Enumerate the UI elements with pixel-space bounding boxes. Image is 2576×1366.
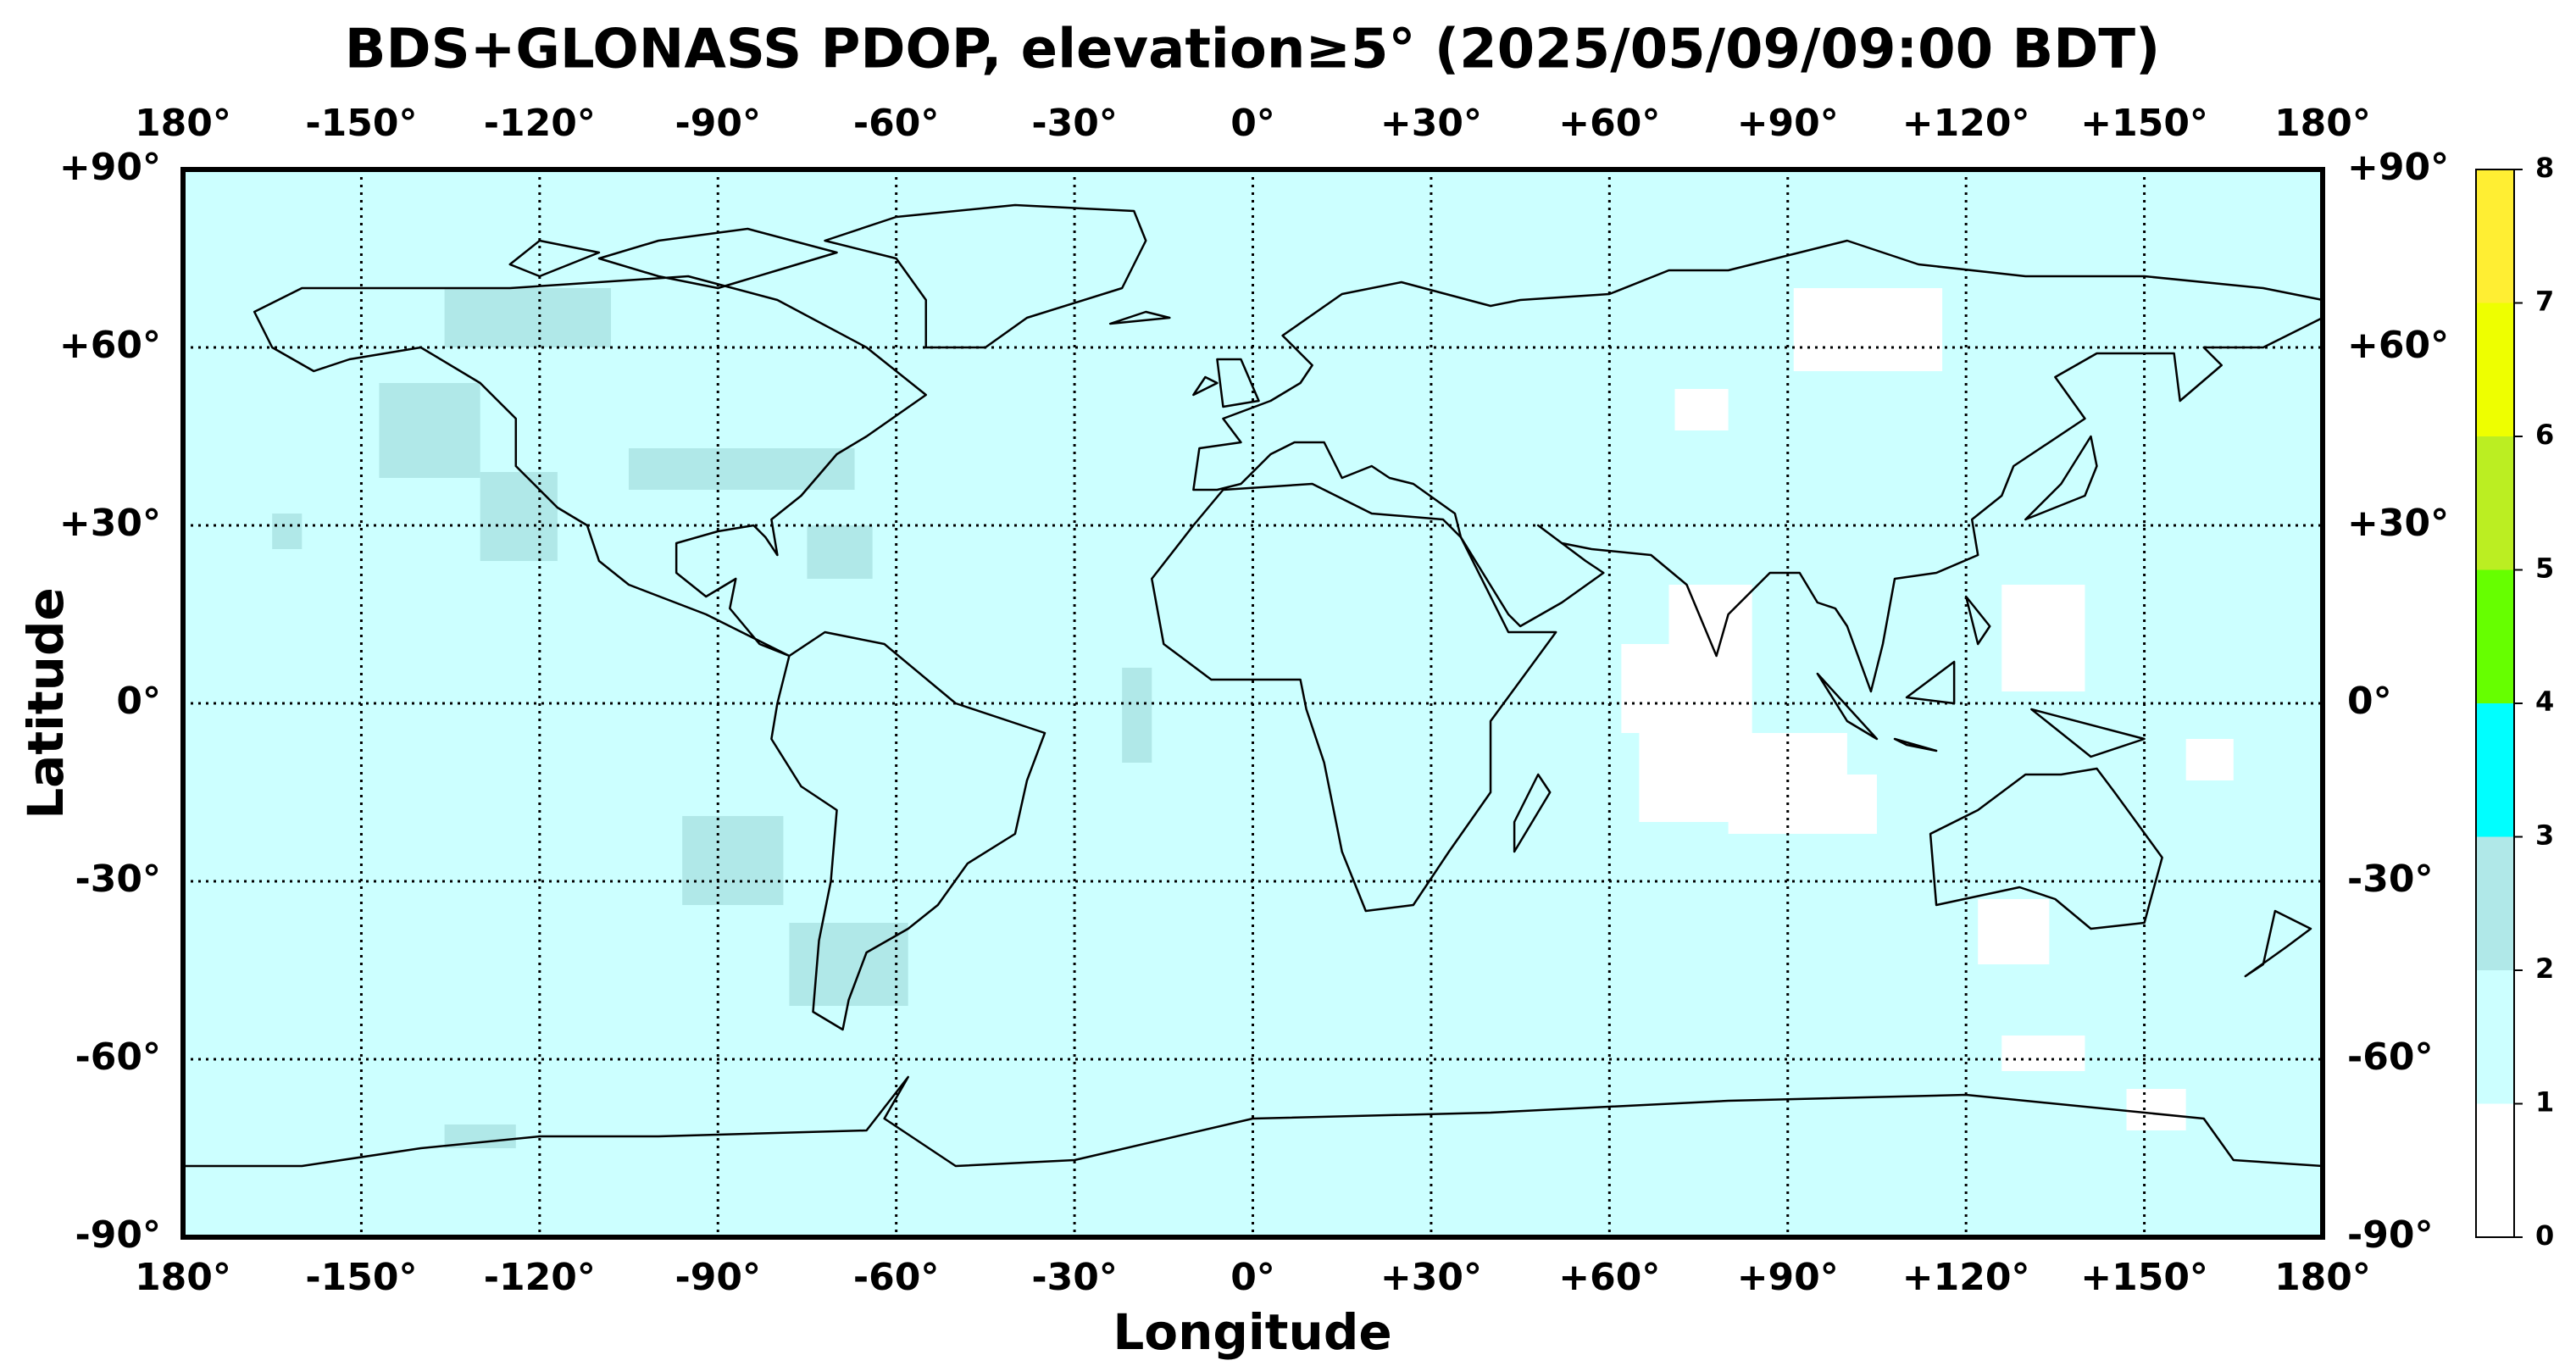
colorbar-tick-label: 8: [2535, 152, 2554, 184]
x-tick-label-bottom: 180°: [2274, 1256, 2371, 1299]
coastline: [1110, 312, 2311, 976]
x-tick-label-bottom: +90°: [1737, 1256, 1839, 1299]
pdop-cell: [1668, 585, 1752, 644]
x-tick-label-bottom: -90°: [675, 1256, 762, 1299]
pdop-cell: [629, 448, 855, 490]
pdop-cell: [480, 472, 558, 561]
y-tick-label-left: +60°: [59, 324, 161, 367]
x-tick-label-bottom: +30°: [1380, 1256, 1482, 1299]
x-tick-label-bottom: +120°: [1902, 1256, 2030, 1299]
pdop-cell: [2126, 1089, 2186, 1130]
coastline: [183, 1077, 2323, 1166]
x-tick-label-top: -90°: [675, 102, 762, 145]
x-tick-label-top: +30°: [1380, 102, 1482, 145]
x-tick-label-top: -150°: [305, 102, 417, 145]
x-tick-label-top: +60°: [1558, 102, 1660, 145]
pdop-cell: [1122, 668, 1152, 763]
y-tick-label-left: -60°: [75, 1036, 162, 1079]
y-tick-label-right: -90°: [2347, 1213, 2434, 1257]
y-tick-label-right: +30°: [2347, 502, 2449, 545]
y-tick-label-right: -30°: [2347, 858, 2434, 901]
colorbar-tick-label: 7: [2535, 286, 2554, 318]
x-tick-label-bottom: -30°: [1031, 1256, 1118, 1299]
y-tick-label-right: 0°: [2347, 680, 2392, 723]
colorbar-segment: [2476, 569, 2514, 703]
pdop-cell: [1793, 288, 1943, 371]
colorbar-tick-label: 6: [2535, 419, 2554, 451]
coastline: [771, 632, 1045, 1030]
pdop-cell: [1621, 644, 1752, 733]
coastline: [1930, 769, 2162, 929]
x-tick-label-bottom: -120°: [484, 1256, 596, 1299]
pdop-cell: [2001, 1036, 2085, 1071]
colorbar: 0 1 2 3 4 5 6 7 8: [2475, 152, 2554, 1252]
x-tick-label-top: +90°: [1737, 102, 1839, 145]
pdop-cell: [789, 923, 908, 1006]
y-tick-label-right: +60°: [2347, 324, 2449, 367]
y-tick-label-left: -30°: [75, 858, 162, 901]
x-tick-label-top: -60°: [853, 102, 940, 145]
colorbar-segment: [2476, 703, 2514, 837]
x-tick-label-bottom: +150°: [2080, 1256, 2208, 1299]
coastline: [1152, 484, 1556, 911]
pdop-cell: [444, 288, 611, 347]
x-tick-label-top: 0°: [1230, 102, 1275, 145]
colorbar-tick-label: 1: [2535, 1086, 2554, 1119]
pdop-cell: [1978, 899, 2050, 964]
y-tick-label-left: +90°: [59, 146, 161, 189]
pdop-cell: [682, 816, 784, 905]
colorbar-tick-label: 5: [2535, 553, 2554, 585]
x-tick-label-top: -120°: [484, 102, 596, 145]
x-tick-label-top: -30°: [1031, 102, 1118, 145]
x-tick-label-bottom: +60°: [1558, 1256, 1660, 1299]
y-tick-label-left: +30°: [59, 502, 161, 545]
x-tick-label-top: +120°: [1902, 102, 2030, 145]
y-tick-label-left: 0°: [116, 680, 161, 723]
colorbar-tick-label: 2: [2535, 952, 2554, 985]
pdop-cell: [2185, 739, 2234, 780]
x-tick-label-top: 180°: [2274, 102, 2371, 145]
colorbar-tick-label: 3: [2535, 819, 2554, 852]
y-tick-label-right: +90°: [2347, 146, 2449, 189]
pdop-cell: [807, 525, 873, 579]
colorbar-tick-label: 0: [2535, 1219, 2554, 1252]
pdop-cell: [1728, 775, 1877, 834]
x-tick-label-top: 180°: [135, 102, 231, 145]
colorbar-segment: [2476, 436, 2514, 570]
coastline: [254, 276, 926, 656]
y-tick-label-right: -60°: [2347, 1036, 2434, 1079]
x-tick-label-bottom: 0°: [1230, 1256, 1275, 1299]
y-axis-label: Latitude: [17, 587, 75, 819]
colorbar-segment: [2476, 836, 2514, 970]
x-tick-label-bottom: -150°: [305, 1256, 417, 1299]
pdop-cell: [1674, 389, 1729, 430]
chart-title: BDS+GLONASS PDOP, elevation≥5° (2025/05/…: [345, 19, 2161, 81]
y-tick-label-left: -90°: [75, 1213, 162, 1257]
x-tick-label-bottom: -60°: [853, 1256, 940, 1299]
pdop-cell: [272, 514, 303, 549]
coastline: [1193, 241, 2323, 691]
coastlines: [183, 205, 2323, 1166]
pdop-cell: [2001, 585, 2085, 691]
colorbar-segment: [2476, 303, 2514, 436]
colorbar-segment: [2476, 970, 2514, 1104]
x-tick-label-top: +150°: [2080, 102, 2208, 145]
tick-labels: 180° 180° -150° -150° -120° -120° -90° -90° -60°…: [59, 102, 2449, 1299]
colorbar-segment: [2476, 169, 2514, 303]
colorbar-tick-label: 4: [2535, 686, 2554, 718]
x-axis-label: Longitude: [1113, 1303, 1391, 1361]
colorbar-segment: [2476, 1103, 2514, 1237]
pdop-cell: [379, 383, 480, 478]
x-tick-label-bottom: 180°: [135, 1256, 231, 1299]
plot-frame: [180, 167, 2325, 1240]
